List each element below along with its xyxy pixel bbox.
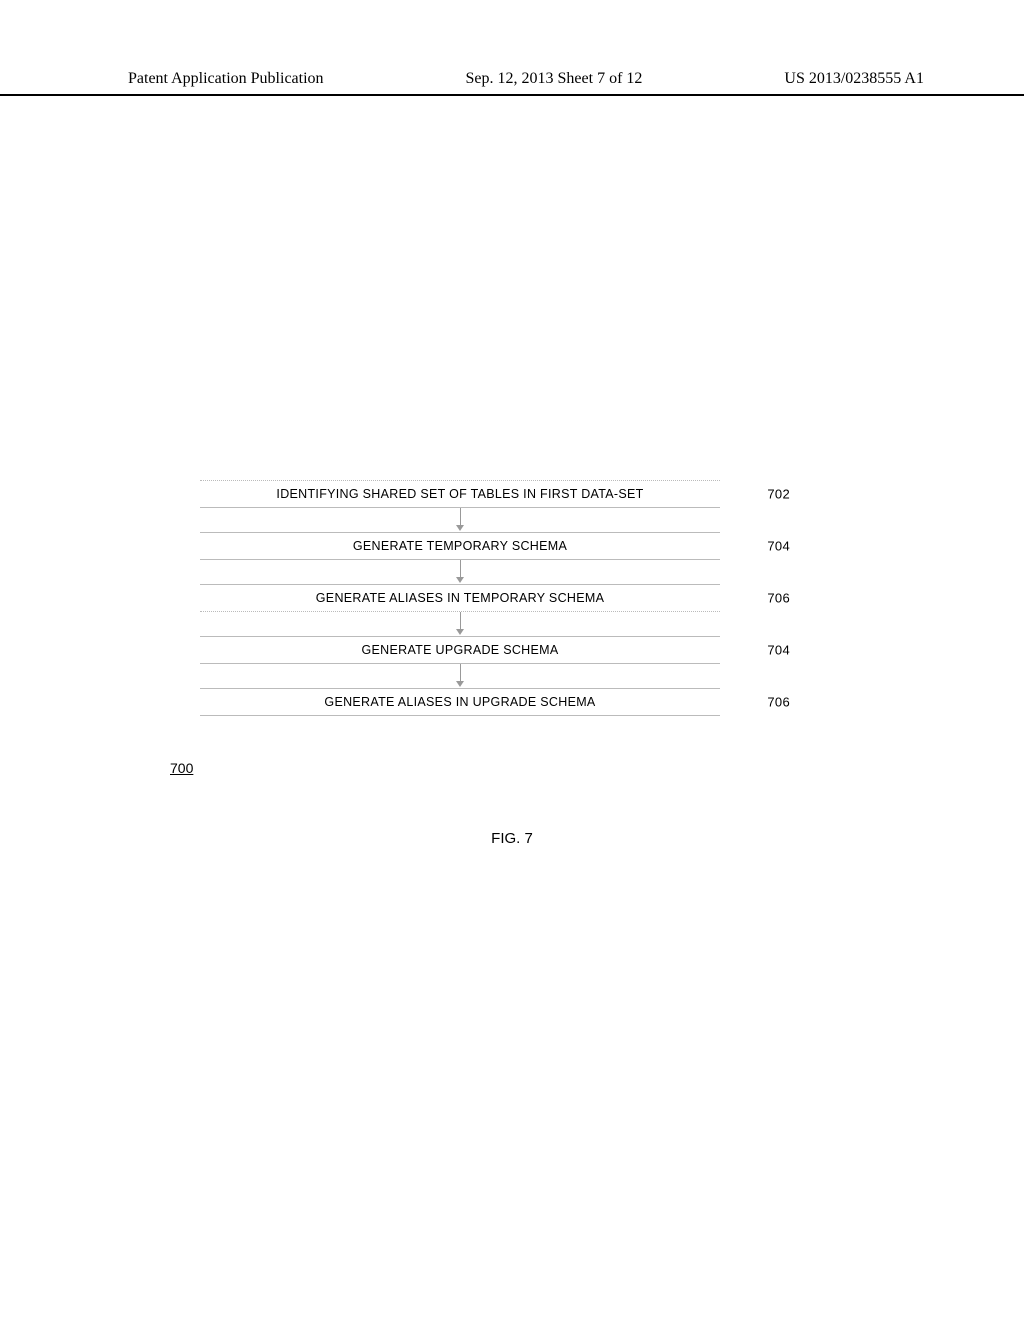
figure-caption: FIG. 7 [0,830,1024,847]
header-center-text: Sep. 12, 2013 Sheet 7 of 12 [466,70,643,88]
page-header: Patent Application Publication Sep. 12, … [0,70,1024,96]
flowchart-step: GENERATE ALIASES IN TEMPORARY SCHEMA 706 [200,584,720,612]
step-label: GENERATE UPGRADE SCHEMA [362,643,559,657]
flowchart-step: GENERATE UPGRADE SCHEMA 704 [200,636,720,664]
flowchart-step: IDENTIFYING SHARED SET OF TABLES IN FIRS… [200,480,720,508]
step-label: GENERATE ALIASES IN UPGRADE SCHEMA [324,695,595,709]
step-number: 706 [767,591,790,606]
header-right-text: US 2013/0238555 A1 [784,70,924,88]
figure-reference: 700 [170,760,193,776]
flowchart-step: GENERATE ALIASES IN UPGRADE SCHEMA 706 [200,688,720,716]
step-label: IDENTIFYING SHARED SET OF TABLES IN FIRS… [276,487,643,501]
step-number: 706 [767,695,790,710]
flowchart-arrow-icon [200,664,720,688]
step-number: 704 [767,643,790,658]
flowchart: IDENTIFYING SHARED SET OF TABLES IN FIRS… [200,480,820,716]
flowchart-arrow-icon [200,612,720,636]
flowchart-step: GENERATE TEMPORARY SCHEMA 704 [200,532,720,560]
flowchart-arrow-icon [200,508,720,532]
step-label: GENERATE ALIASES IN TEMPORARY SCHEMA [316,591,604,605]
step-number: 702 [767,487,790,502]
step-label: GENERATE TEMPORARY SCHEMA [353,539,567,553]
step-number: 704 [767,539,790,554]
flowchart-arrow-icon [200,560,720,584]
header-left-text: Patent Application Publication [128,70,324,88]
